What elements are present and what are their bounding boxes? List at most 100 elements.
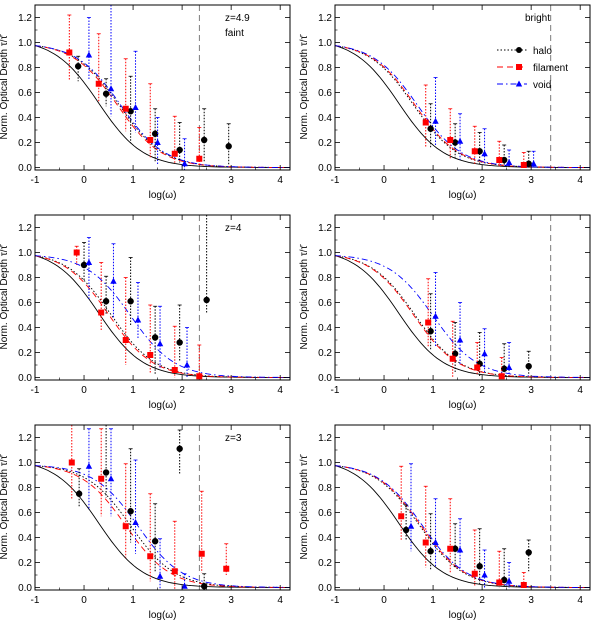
panel-middle-right: -1 0 1 2 3 4 0.0 0.2 0.4 0.6 0.8 1.0 1.2 log(ω) Norm. … bbox=[299, 214, 591, 411]
x-tick-label: 0 bbox=[81, 175, 87, 186]
halo-point bbox=[476, 148, 483, 155]
halo-curve bbox=[34, 255, 290, 378]
panel-middle-left: -1 0 1 2 3 4 0.0 0.2 0.4 0.6 0.8 1.0 1.2 log(ω) Norm. … bbox=[0, 214, 291, 411]
filament-point bbox=[171, 150, 178, 157]
filament-point bbox=[425, 319, 432, 326]
filament-point bbox=[122, 337, 129, 343]
void-point bbox=[132, 519, 139, 525]
x-tick-label: -1 bbox=[331, 385, 340, 396]
halo-point bbox=[102, 469, 110, 476]
y-axis-label: Norm. Optical Depth τ/τ̄ bbox=[0, 33, 10, 139]
void-curve bbox=[34, 465, 290, 588]
filament-curve bbox=[34, 45, 291, 168]
legend-filament-label: filament bbox=[533, 63, 568, 74]
void-point bbox=[132, 104, 139, 110]
plot-frame bbox=[34, 424, 291, 591]
halo-point bbox=[151, 334, 159, 341]
void-point bbox=[183, 361, 191, 368]
void-point bbox=[407, 522, 415, 529]
halo-point bbox=[75, 490, 83, 497]
y-tick-label: 0.8 bbox=[18, 63, 32, 74]
filament-point bbox=[223, 565, 230, 572]
x-tick-label: 0 bbox=[381, 385, 387, 396]
plot-frame bbox=[34, 4, 291, 171]
void-point bbox=[530, 160, 537, 167]
halo-point bbox=[500, 365, 508, 372]
x-tick-label: 2 bbox=[179, 175, 185, 186]
panel-annotation: z=3 bbox=[225, 433, 242, 444]
halo-point bbox=[427, 548, 434, 555]
y-tick-label: 0.6 bbox=[18, 298, 32, 309]
x-tick-label: 2 bbox=[479, 595, 485, 606]
void-point bbox=[85, 462, 93, 469]
y-tick-label: 0.4 bbox=[18, 323, 32, 334]
void-point bbox=[481, 350, 488, 357]
x-tick-label: 3 bbox=[228, 175, 234, 186]
y-tick-label: 0.4 bbox=[318, 323, 332, 334]
x-tick-label: 1 bbox=[130, 595, 136, 606]
filament-point bbox=[196, 155, 203, 162]
x-tick-label: -1 bbox=[31, 175, 40, 186]
x-tick-label: 4 bbox=[577, 385, 583, 396]
y-tick-label: 0.8 bbox=[318, 63, 332, 74]
void-point bbox=[505, 577, 513, 584]
halo-point bbox=[500, 156, 508, 164]
plot-frame bbox=[334, 214, 591, 381]
panel-annotation: z=4.9 bbox=[225, 13, 250, 24]
y-tick-label: 1.2 bbox=[18, 223, 32, 234]
legend-filament-marker bbox=[516, 64, 522, 70]
halo-point bbox=[127, 108, 134, 115]
x-tick-label: 4 bbox=[277, 385, 283, 396]
model-curve bbox=[34, 465, 290, 588]
x-tick-label: 3 bbox=[228, 385, 234, 396]
halo-point bbox=[451, 545, 459, 552]
halo-point bbox=[203, 296, 210, 304]
void-point bbox=[432, 312, 439, 319]
x-tick-label: 2 bbox=[179, 595, 185, 606]
x-tick-label: 0 bbox=[381, 595, 387, 606]
x-tick-label: 0 bbox=[381, 175, 387, 186]
y-tick-label: 1.0 bbox=[318, 248, 332, 259]
y-tick-label: 0.4 bbox=[18, 113, 32, 124]
y-tick-label: 0.6 bbox=[318, 88, 332, 99]
void-curve bbox=[334, 465, 590, 588]
y-axis-label: Norm. Optical Depth τ/τ̄ bbox=[299, 33, 310, 139]
x-tick-label: 1 bbox=[130, 175, 136, 186]
y-tick-label: 0.8 bbox=[318, 273, 332, 284]
y-tick-label: 1.0 bbox=[318, 458, 332, 469]
y-tick-label: 0.2 bbox=[318, 348, 332, 359]
filament-point bbox=[68, 459, 75, 466]
halo-point bbox=[74, 63, 82, 70]
filament-curve bbox=[334, 255, 590, 378]
void-point bbox=[505, 364, 513, 370]
panel-top-left: -1 0 1 2 3 4 0.0 0.2 0.4 0.6 0.8 1.0 1.2 log(ω) Norm. … bbox=[0, 4, 291, 201]
filament-point bbox=[496, 579, 503, 586]
y-tick-label: 0.8 bbox=[318, 483, 332, 494]
filament-point bbox=[122, 523, 129, 530]
x-tick-label: 2 bbox=[179, 385, 185, 396]
filament-curve bbox=[34, 255, 290, 378]
x-tick-label: -1 bbox=[331, 175, 340, 186]
halo-point bbox=[127, 508, 134, 515]
void-point bbox=[107, 85, 115, 92]
filament-point bbox=[474, 364, 481, 371]
y-tick-label: 0.0 bbox=[18, 163, 32, 174]
y-tick-label: 0.0 bbox=[318, 583, 332, 594]
plot-frame bbox=[34, 214, 291, 381]
void-point bbox=[481, 150, 488, 157]
x-tick-label: 2 bbox=[479, 385, 485, 396]
filament-point bbox=[471, 570, 478, 577]
x-tick-label: 4 bbox=[277, 595, 283, 606]
void-point bbox=[134, 316, 142, 323]
legend-halo-label: halo bbox=[533, 46, 552, 57]
halo-point bbox=[427, 125, 434, 132]
y-tick-label: 1.2 bbox=[318, 433, 332, 444]
y-tick-label: 0.0 bbox=[318, 163, 332, 174]
y-tick-label: 0.4 bbox=[318, 113, 332, 124]
x-tick-label: 3 bbox=[528, 385, 534, 396]
halo-point bbox=[525, 363, 532, 370]
x-tick-label: 4 bbox=[577, 595, 583, 606]
x-tick-label: 3 bbox=[528, 595, 534, 606]
y-tick-label: 0.2 bbox=[18, 138, 32, 149]
void-point bbox=[181, 582, 188, 589]
